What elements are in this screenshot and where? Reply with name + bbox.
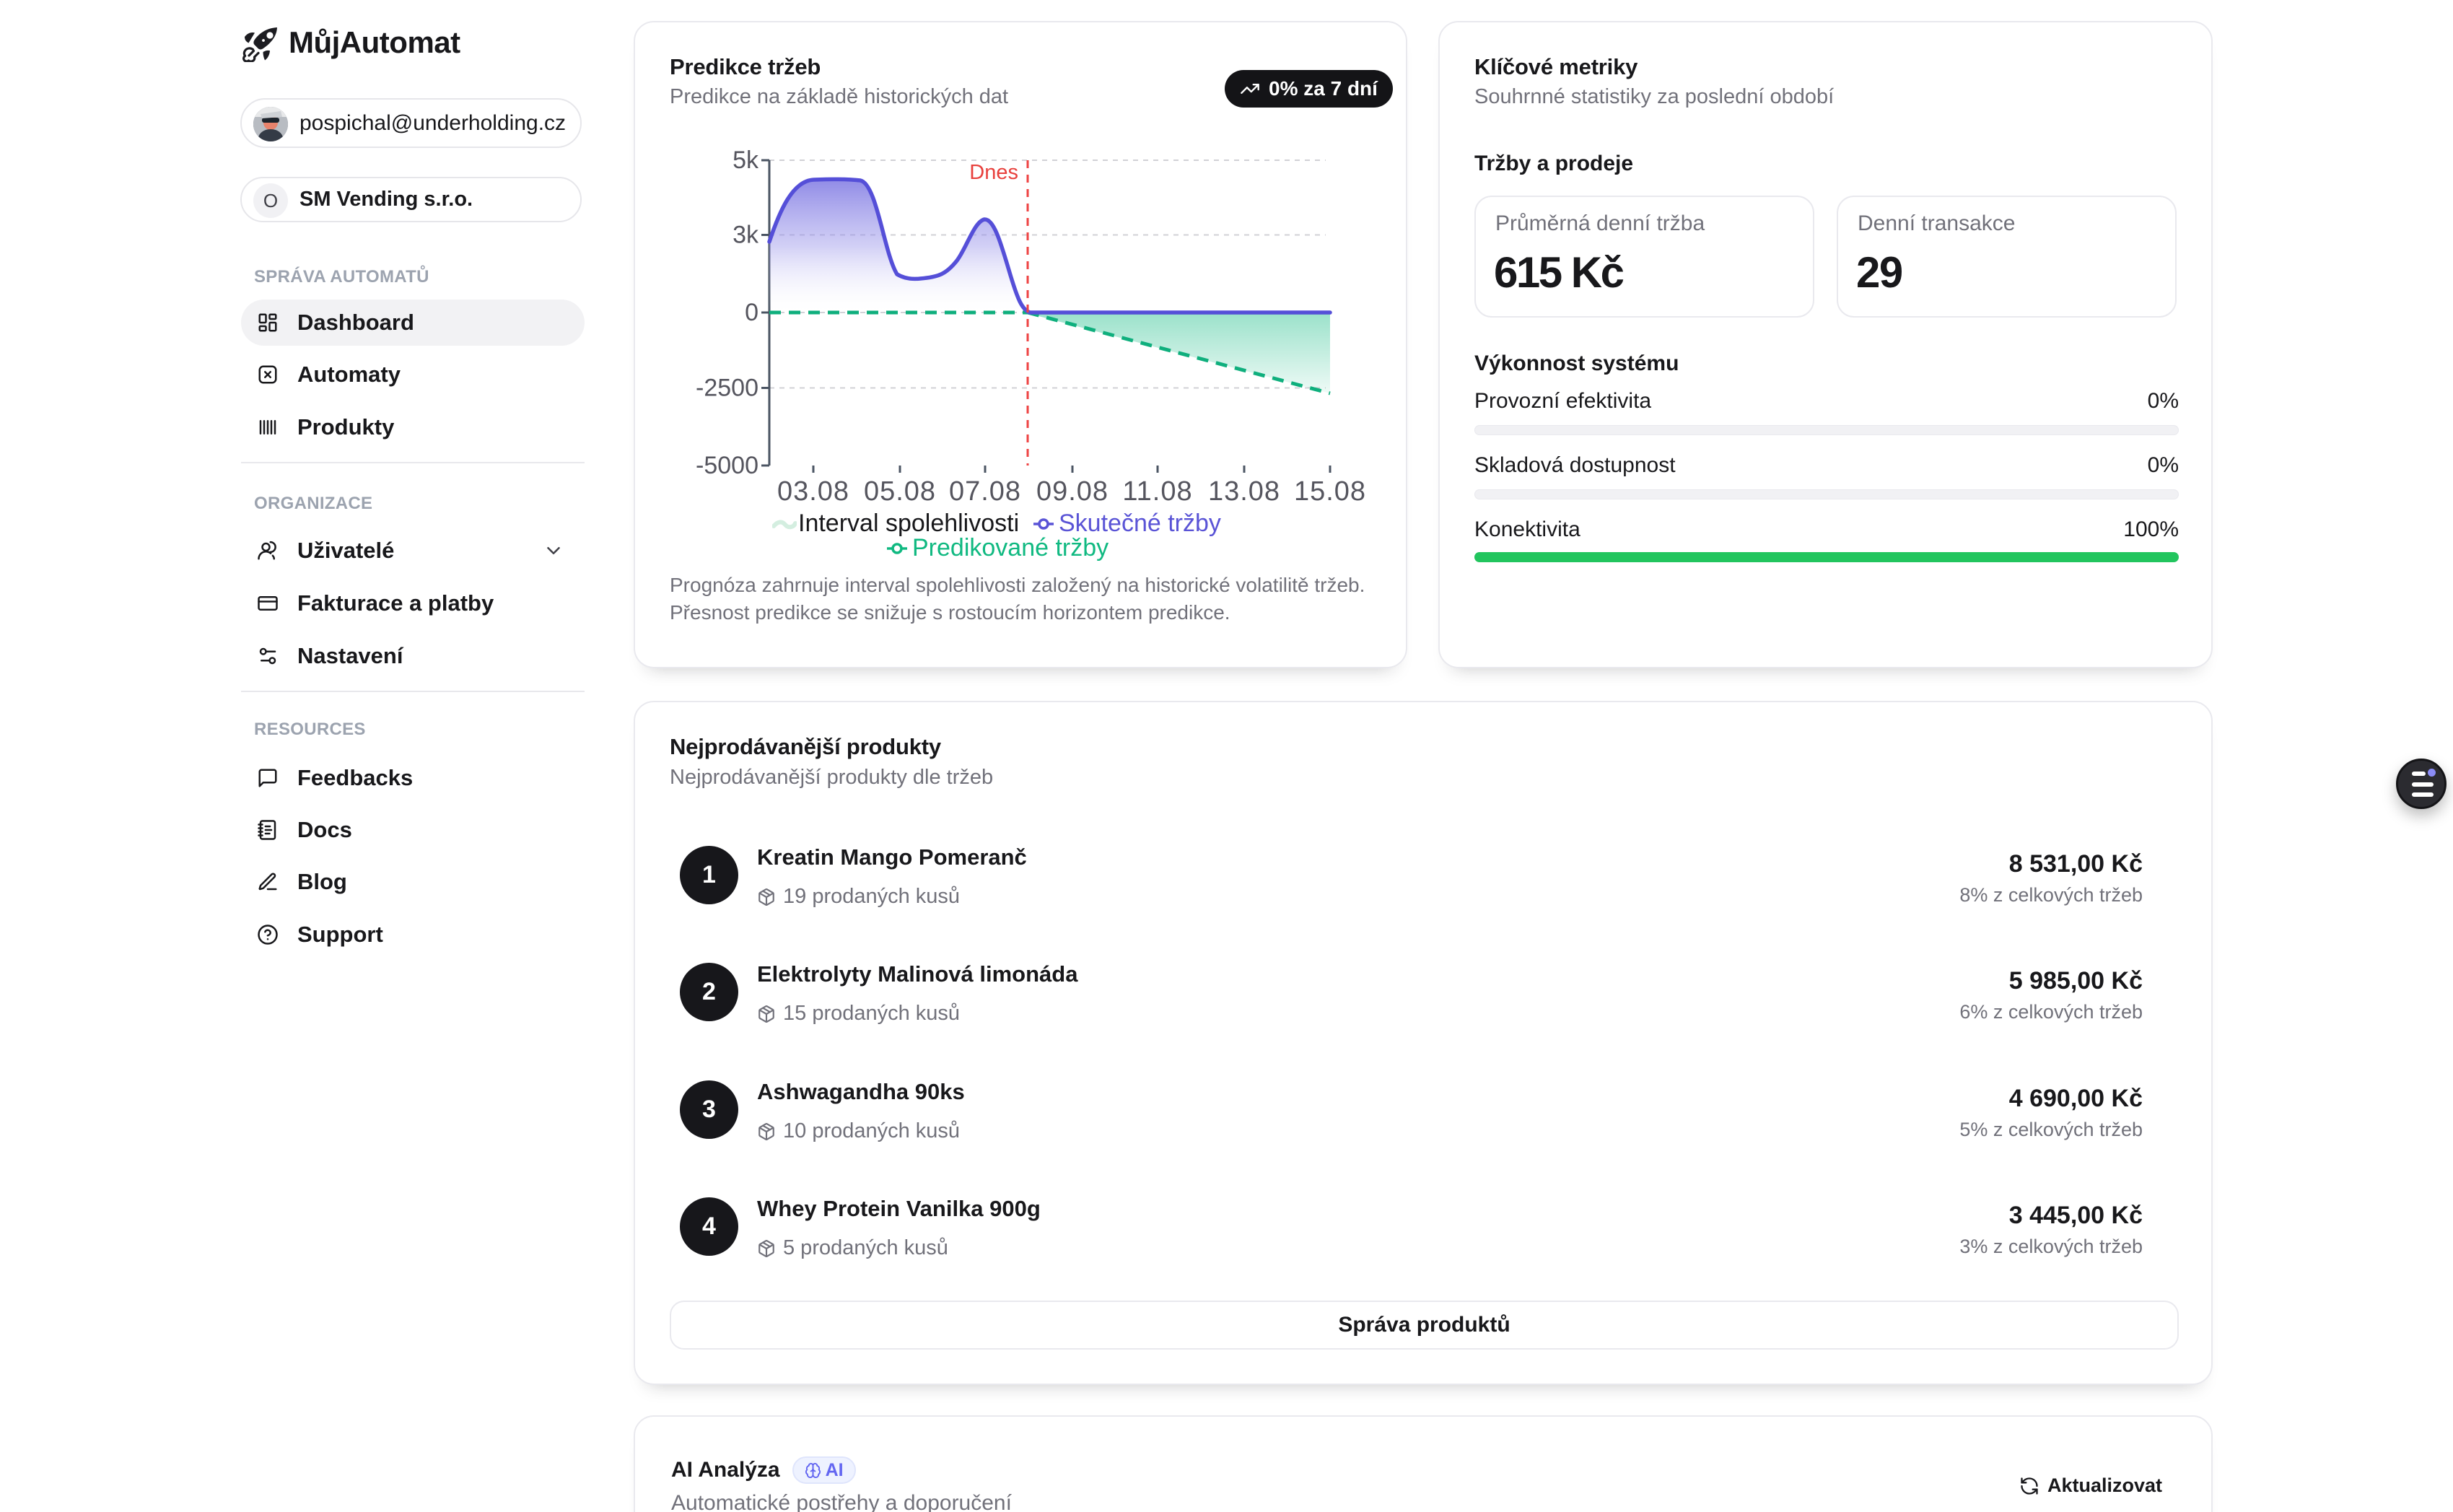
svg-text:09.08: 09.08 [1036,476,1109,507]
svg-text:-2500: -2500 [696,375,758,402]
svg-text:-5000: -5000 [696,452,758,479]
svg-text:3k: 3k [733,222,759,249]
svg-text:11.08: 11.08 [1122,476,1192,507]
svg-text:05.08: 05.08 [864,476,936,507]
svg-text:13.08: 13.08 [1208,476,1280,507]
svg-text:03.08: 03.08 [777,476,849,507]
svg-text:5k: 5k [733,147,759,174]
svg-text:Dnes: Dnes [969,161,1018,184]
svg-text:15.08: 15.08 [1294,476,1366,507]
svg-text:07.08: 07.08 [949,476,1021,507]
svg-text:0: 0 [745,299,758,326]
